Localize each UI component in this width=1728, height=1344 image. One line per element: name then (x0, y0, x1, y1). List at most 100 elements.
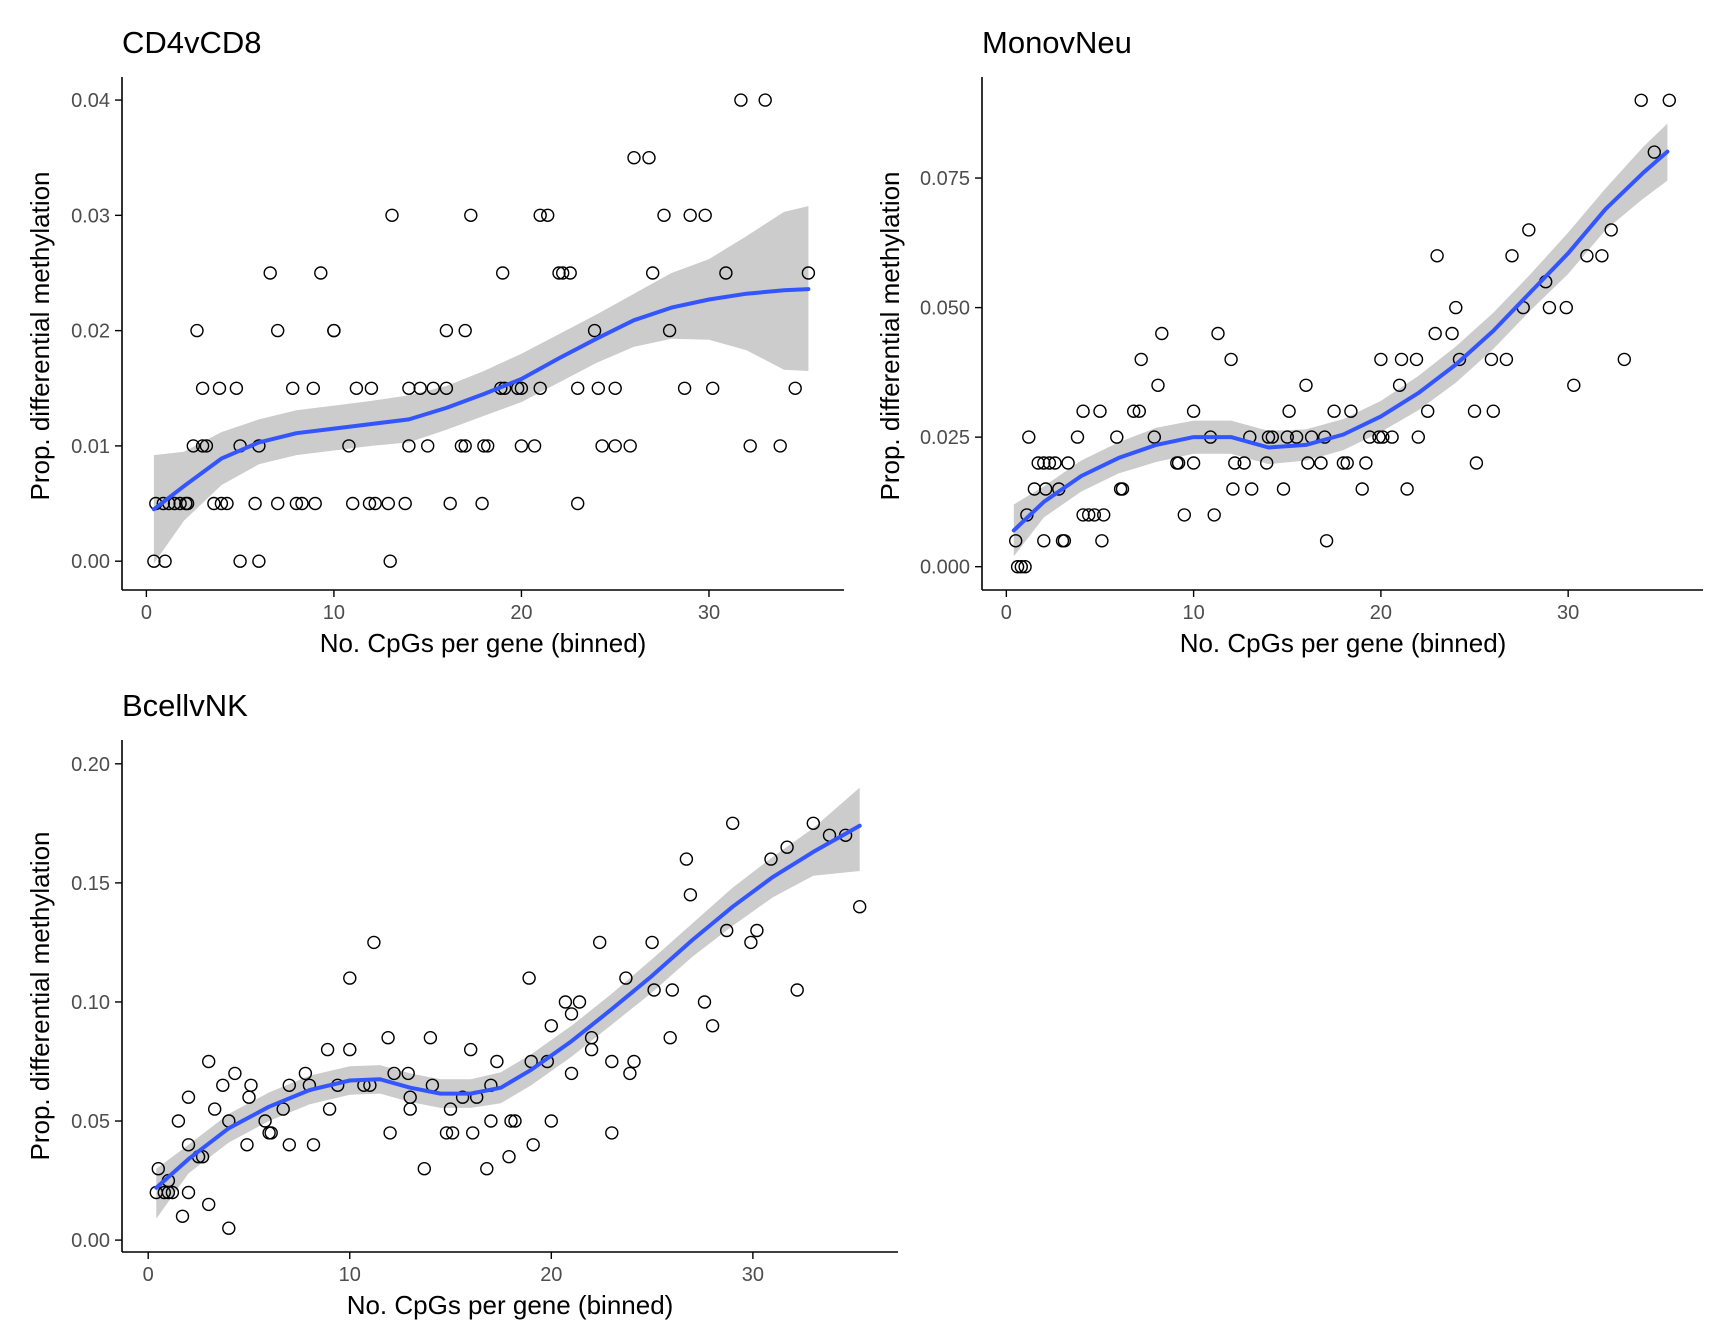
data-point (552, 266, 566, 280)
data-point (1559, 300, 1574, 315)
data-point (175, 1209, 190, 1224)
data-point (190, 323, 204, 338)
data-point (1115, 482, 1130, 496)
data-point (619, 971, 633, 985)
data-point (1093, 404, 1107, 418)
data-point (207, 1102, 222, 1116)
data-point (212, 381, 227, 395)
data-point (1634, 93, 1648, 108)
data-point (627, 150, 641, 165)
data-point (1449, 300, 1463, 315)
data-point (1344, 404, 1358, 418)
data-point (788, 381, 802, 395)
data-point (1376, 430, 1390, 444)
data-point (533, 208, 547, 223)
data-point (1327, 404, 1341, 418)
data-point (743, 439, 757, 453)
data-point (1319, 534, 1334, 548)
x-tick-label: 10 (1182, 602, 1204, 624)
data-point (504, 1114, 518, 1128)
data-point (544, 1019, 558, 1033)
data-point (439, 323, 454, 338)
data-point (1237, 456, 1251, 470)
data-point (306, 381, 320, 395)
data-point (454, 439, 469, 453)
data-point (1567, 378, 1581, 392)
data-point (181, 1090, 196, 1104)
data-point (533, 381, 547, 395)
data-point (220, 496, 234, 511)
x-tick-label: 0 (1001, 602, 1012, 624)
data-point (1385, 430, 1399, 444)
y-tick-label: 0.025 (920, 427, 970, 449)
y-tick-label: 0.03 (71, 205, 110, 227)
data-point (464, 1042, 478, 1057)
data-point (1372, 430, 1386, 444)
data-point (1428, 326, 1442, 341)
data-point (1151, 378, 1165, 392)
data-point (1430, 249, 1444, 263)
data-point (1604, 223, 1618, 237)
data-point (1207, 508, 1221, 522)
data-point (591, 381, 605, 395)
data-point (646, 266, 660, 280)
data-point (201, 1197, 216, 1212)
data-point (229, 381, 244, 395)
data-point (445, 1126, 460, 1140)
data-point (1147, 430, 1162, 444)
data-point (381, 496, 395, 511)
data-point (368, 496, 382, 511)
y-axis-label: Prop. differential methylation (25, 831, 55, 1160)
panel-title: CD4vCD8 (122, 25, 262, 60)
data-point (571, 381, 585, 395)
x-tick-label: 30 (742, 1264, 764, 1286)
data-point (679, 852, 694, 866)
data-point (180, 496, 195, 511)
data-point (387, 1066, 401, 1081)
data-point (346, 496, 360, 511)
data-point (423, 1030, 438, 1045)
data-point (264, 1126, 278, 1140)
data-point (571, 496, 585, 511)
data-point (276, 1102, 290, 1116)
data-point (439, 1126, 454, 1140)
data-point (349, 381, 364, 395)
data-point (564, 1007, 579, 1021)
data-point (484, 1114, 498, 1128)
data-point (342, 439, 356, 453)
data-point (1009, 534, 1023, 548)
data-point (1265, 430, 1280, 444)
y-tick-label: 0.04 (71, 90, 110, 112)
data-point (1340, 456, 1354, 470)
data-point (657, 208, 671, 223)
y-tick-label: 0.075 (920, 168, 970, 190)
data-point (623, 1066, 637, 1081)
data-point (514, 439, 529, 453)
data-point (623, 439, 637, 453)
data-point (1336, 456, 1351, 470)
data-point (1617, 352, 1632, 367)
data-point (398, 496, 412, 511)
data-point (719, 266, 733, 280)
data-point (1031, 456, 1045, 470)
data-point (1374, 352, 1388, 367)
data-point (426, 381, 440, 395)
data-point (1662, 93, 1677, 108)
data-point (306, 1138, 321, 1152)
data-point (181, 1185, 196, 1200)
x-axis-label: No. CpGs per gene (binned) (320, 628, 647, 658)
data-point (764, 852, 778, 866)
data-point (1314, 456, 1328, 470)
data-point (744, 935, 758, 950)
data-point (289, 496, 304, 511)
plot-area: 0.000 0.025 0.050 0.075 0 10 20 30 (920, 93, 1677, 624)
y-tick-label: 0.000 (920, 557, 970, 579)
y-tick-label: 0.00 (71, 1230, 110, 1252)
data-point (383, 1126, 397, 1140)
data-point (502, 1149, 516, 1164)
data-point (1186, 456, 1201, 470)
data-point (244, 1078, 258, 1093)
data-point (1081, 508, 1096, 522)
data-point (773, 439, 787, 453)
data-point (308, 496, 322, 511)
